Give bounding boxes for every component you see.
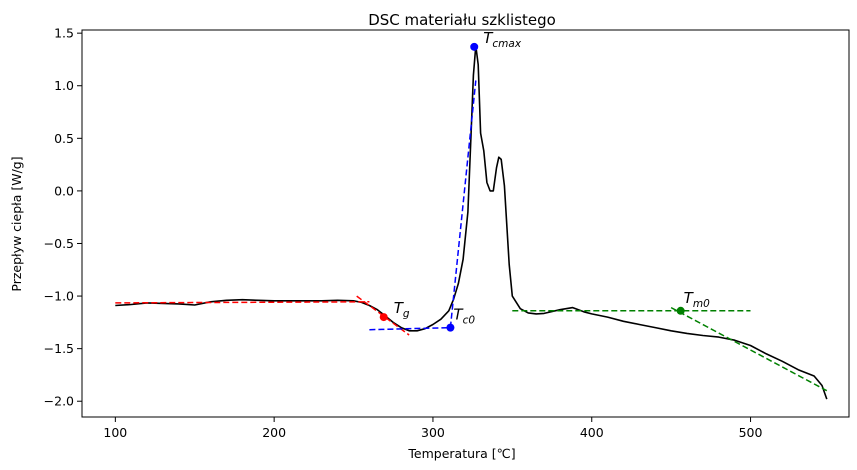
y-tick-label: 1.0	[54, 78, 74, 93]
y-tick-label: −1.5	[44, 341, 74, 356]
marker-c0	[446, 323, 455, 332]
y-tick-label: −1.0	[44, 289, 74, 304]
series-line-4	[449, 80, 477, 328]
x-tick-label: 100	[103, 425, 127, 440]
annotation-g: Tg	[394, 299, 410, 320]
y-tick-label: 1.5	[54, 26, 74, 41]
x-tick-label: 200	[262, 425, 286, 440]
x-axis-label: Temperatura [℃]	[407, 446, 515, 461]
y-tick-label: −2.0	[44, 394, 74, 409]
plot-frame	[81, 29, 850, 418]
x-tick-label: 400	[580, 425, 604, 440]
chart-title: DSC materiału szklistego	[368, 11, 556, 29]
y-tick-label: 0.0	[54, 183, 74, 198]
series-line-6	[670, 306, 828, 392]
x-tick-label: 300	[421, 425, 445, 440]
x-tick-label: 500	[739, 425, 763, 440]
series-line-3	[369, 326, 453, 331]
annotation-m0: Tm0	[684, 289, 710, 310]
y-tick-label: −0.5	[44, 236, 74, 251]
plot-area: Tg Tc0 Tcmax Tm0	[115, 29, 828, 400]
y-tick-label: 0.5	[54, 131, 74, 146]
y-axis: −2.0 −1.5 −1.0 −0.5 0.0 0.5 1.0 1.5	[44, 26, 82, 409]
y-axis-label: Przepływ ciepła [W/g]	[9, 156, 24, 291]
marker-cmax	[470, 42, 479, 51]
marker-m0	[676, 306, 685, 315]
x-axis: 100 200 300 400 500	[103, 417, 763, 440]
series-line-0	[115, 44, 828, 400]
marker-g	[379, 313, 388, 322]
series-line-1	[115, 301, 370, 304]
annotation-cmax: Tcmax	[483, 29, 522, 50]
annotation-c0: Tc0	[453, 306, 475, 327]
